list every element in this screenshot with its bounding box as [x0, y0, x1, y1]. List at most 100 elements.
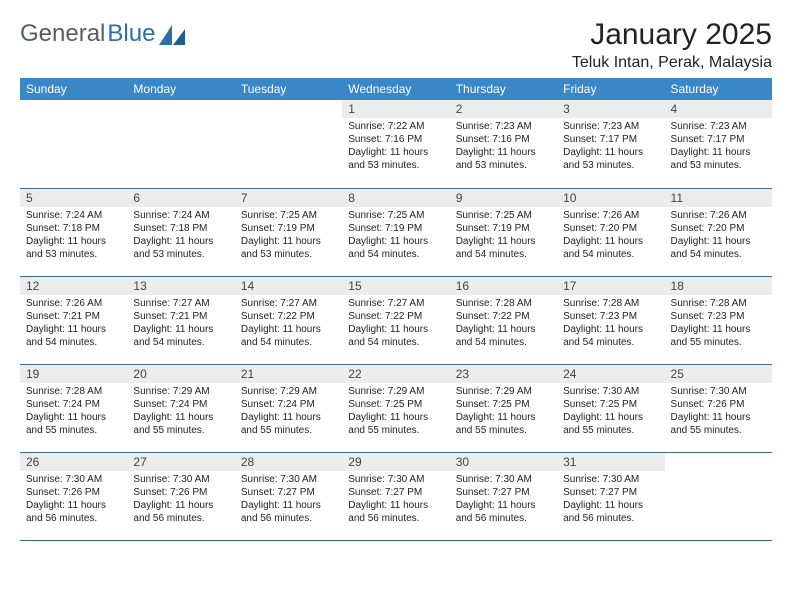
day-number: 21 [235, 365, 342, 383]
location-text: Teluk Intan, Perak, Malaysia [572, 54, 772, 72]
day-details: Sunrise: 7:27 AMSunset: 7:22 PMDaylight:… [342, 295, 449, 353]
day-number: 1 [342, 100, 449, 118]
calendar-cell: 17Sunrise: 7:28 AMSunset: 7:23 PMDayligh… [557, 276, 664, 364]
calendar-cell: 25Sunrise: 7:30 AMSunset: 7:26 PMDayligh… [665, 364, 772, 452]
day-number: 18 [665, 277, 772, 295]
day-details: Sunrise: 7:23 AMSunset: 7:17 PMDaylight:… [665, 118, 772, 176]
calendar-cell: 5Sunrise: 7:24 AMSunset: 7:18 PMDaylight… [20, 188, 127, 276]
calendar-table: Sunday Monday Tuesday Wednesday Thursday… [20, 78, 772, 541]
day-details: Sunrise: 7:30 AMSunset: 7:25 PMDaylight:… [557, 383, 664, 441]
calendar-cell: 20Sunrise: 7:29 AMSunset: 7:24 PMDayligh… [127, 364, 234, 452]
calendar-cell: 1Sunrise: 7:22 AMSunset: 7:16 PMDaylight… [342, 100, 449, 188]
day-details: Sunrise: 7:30 AMSunset: 7:27 PMDaylight:… [235, 471, 342, 529]
day-number: 29 [342, 453, 449, 471]
day-details: Sunrise: 7:25 AMSunset: 7:19 PMDaylight:… [342, 207, 449, 265]
day-number: 2 [450, 100, 557, 118]
day-number: 22 [342, 365, 449, 383]
day-details: Sunrise: 7:29 AMSunset: 7:24 PMDaylight:… [235, 383, 342, 441]
brand-sail-icon [159, 25, 185, 45]
calendar-row: 26Sunrise: 7:30 AMSunset: 7:26 PMDayligh… [20, 452, 772, 540]
day-details: Sunrise: 7:28 AMSunset: 7:23 PMDaylight:… [557, 295, 664, 353]
day-number: 17 [557, 277, 664, 295]
month-title: January 2025 [572, 18, 772, 52]
day-details: Sunrise: 7:30 AMSunset: 7:27 PMDaylight:… [342, 471, 449, 529]
calendar-cell: 8Sunrise: 7:25 AMSunset: 7:19 PMDaylight… [342, 188, 449, 276]
calendar-row: 19Sunrise: 7:28 AMSunset: 7:24 PMDayligh… [20, 364, 772, 452]
day-details: Sunrise: 7:25 AMSunset: 7:19 PMDaylight:… [450, 207, 557, 265]
calendar-cell: 3Sunrise: 7:23 AMSunset: 7:17 PMDaylight… [557, 100, 664, 188]
day-details: Sunrise: 7:26 AMSunset: 7:20 PMDaylight:… [557, 207, 664, 265]
weekday-header: Saturday [665, 78, 772, 100]
calendar-cell: 16Sunrise: 7:28 AMSunset: 7:22 PMDayligh… [450, 276, 557, 364]
day-number: 16 [450, 277, 557, 295]
title-block: January 2025 Teluk Intan, Perak, Malaysi… [572, 18, 772, 72]
day-number: 23 [450, 365, 557, 383]
calendar-cell [20, 100, 127, 188]
calendar-cell: 15Sunrise: 7:27 AMSunset: 7:22 PMDayligh… [342, 276, 449, 364]
day-number: 26 [20, 453, 127, 471]
day-number: 30 [450, 453, 557, 471]
weekday-header: Wednesday [342, 78, 449, 100]
calendar-cell: 18Sunrise: 7:28 AMSunset: 7:23 PMDayligh… [665, 276, 772, 364]
calendar-cell: 29Sunrise: 7:30 AMSunset: 7:27 PMDayligh… [342, 452, 449, 540]
day-details: Sunrise: 7:29 AMSunset: 7:24 PMDaylight:… [127, 383, 234, 441]
calendar-cell: 30Sunrise: 7:30 AMSunset: 7:27 PMDayligh… [450, 452, 557, 540]
calendar-cell: 23Sunrise: 7:29 AMSunset: 7:25 PMDayligh… [450, 364, 557, 452]
calendar-cell: 13Sunrise: 7:27 AMSunset: 7:21 PMDayligh… [127, 276, 234, 364]
day-details: Sunrise: 7:23 AMSunset: 7:17 PMDaylight:… [557, 118, 664, 176]
calendar-cell: 10Sunrise: 7:26 AMSunset: 7:20 PMDayligh… [557, 188, 664, 276]
day-details: Sunrise: 7:30 AMSunset: 7:26 PMDaylight:… [127, 471, 234, 529]
calendar-cell: 6Sunrise: 7:24 AMSunset: 7:18 PMDaylight… [127, 188, 234, 276]
weekday-header: Thursday [450, 78, 557, 100]
calendar-row: 5Sunrise: 7:24 AMSunset: 7:18 PMDaylight… [20, 188, 772, 276]
day-details: Sunrise: 7:24 AMSunset: 7:18 PMDaylight:… [20, 207, 127, 265]
day-number: 3 [557, 100, 664, 118]
calendar-cell: 26Sunrise: 7:30 AMSunset: 7:26 PMDayligh… [20, 452, 127, 540]
day-number: 4 [665, 100, 772, 118]
day-details: Sunrise: 7:29 AMSunset: 7:25 PMDaylight:… [342, 383, 449, 441]
calendar-row: 1Sunrise: 7:22 AMSunset: 7:16 PMDaylight… [20, 100, 772, 188]
day-details: Sunrise: 7:30 AMSunset: 7:26 PMDaylight:… [665, 383, 772, 441]
calendar-cell: 28Sunrise: 7:30 AMSunset: 7:27 PMDayligh… [235, 452, 342, 540]
calendar-cell: 11Sunrise: 7:26 AMSunset: 7:20 PMDayligh… [665, 188, 772, 276]
day-details: Sunrise: 7:26 AMSunset: 7:20 PMDaylight:… [665, 207, 772, 265]
calendar-cell [665, 452, 772, 540]
day-details: Sunrise: 7:27 AMSunset: 7:22 PMDaylight:… [235, 295, 342, 353]
day-details: Sunrise: 7:30 AMSunset: 7:27 PMDaylight:… [450, 471, 557, 529]
day-details: Sunrise: 7:28 AMSunset: 7:22 PMDaylight:… [450, 295, 557, 353]
day-number: 14 [235, 277, 342, 295]
brand-word-2: Blue [107, 20, 155, 48]
day-details: Sunrise: 7:30 AMSunset: 7:26 PMDaylight:… [20, 471, 127, 529]
brand-word-1: General [20, 20, 105, 48]
day-details: Sunrise: 7:22 AMSunset: 7:16 PMDaylight:… [342, 118, 449, 176]
calendar-cell: 14Sunrise: 7:27 AMSunset: 7:22 PMDayligh… [235, 276, 342, 364]
calendar-cell: 12Sunrise: 7:26 AMSunset: 7:21 PMDayligh… [20, 276, 127, 364]
day-number: 27 [127, 453, 234, 471]
day-number: 12 [20, 277, 127, 295]
brand-logo: GeneralBlue [20, 18, 185, 48]
calendar-cell: 9Sunrise: 7:25 AMSunset: 7:19 PMDaylight… [450, 188, 557, 276]
day-details: Sunrise: 7:28 AMSunset: 7:23 PMDaylight:… [665, 295, 772, 353]
day-number: 20 [127, 365, 234, 383]
day-number: 7 [235, 189, 342, 207]
day-details: Sunrise: 7:28 AMSunset: 7:24 PMDaylight:… [20, 383, 127, 441]
day-details: Sunrise: 7:25 AMSunset: 7:19 PMDaylight:… [235, 207, 342, 265]
day-number: 24 [557, 365, 664, 383]
day-number: 9 [450, 189, 557, 207]
calendar-cell: 19Sunrise: 7:28 AMSunset: 7:24 PMDayligh… [20, 364, 127, 452]
calendar-cell [127, 100, 234, 188]
weekday-header: Tuesday [235, 78, 342, 100]
day-number: 31 [557, 453, 664, 471]
calendar-cell [235, 100, 342, 188]
day-number: 8 [342, 189, 449, 207]
weekday-header: Monday [127, 78, 234, 100]
calendar-cell: 27Sunrise: 7:30 AMSunset: 7:26 PMDayligh… [127, 452, 234, 540]
calendar-cell: 22Sunrise: 7:29 AMSunset: 7:25 PMDayligh… [342, 364, 449, 452]
weekday-header: Friday [557, 78, 664, 100]
day-details: Sunrise: 7:23 AMSunset: 7:16 PMDaylight:… [450, 118, 557, 176]
day-details: Sunrise: 7:29 AMSunset: 7:25 PMDaylight:… [450, 383, 557, 441]
day-number: 13 [127, 277, 234, 295]
day-number: 19 [20, 365, 127, 383]
day-number: 25 [665, 365, 772, 383]
calendar-cell: 4Sunrise: 7:23 AMSunset: 7:17 PMDaylight… [665, 100, 772, 188]
